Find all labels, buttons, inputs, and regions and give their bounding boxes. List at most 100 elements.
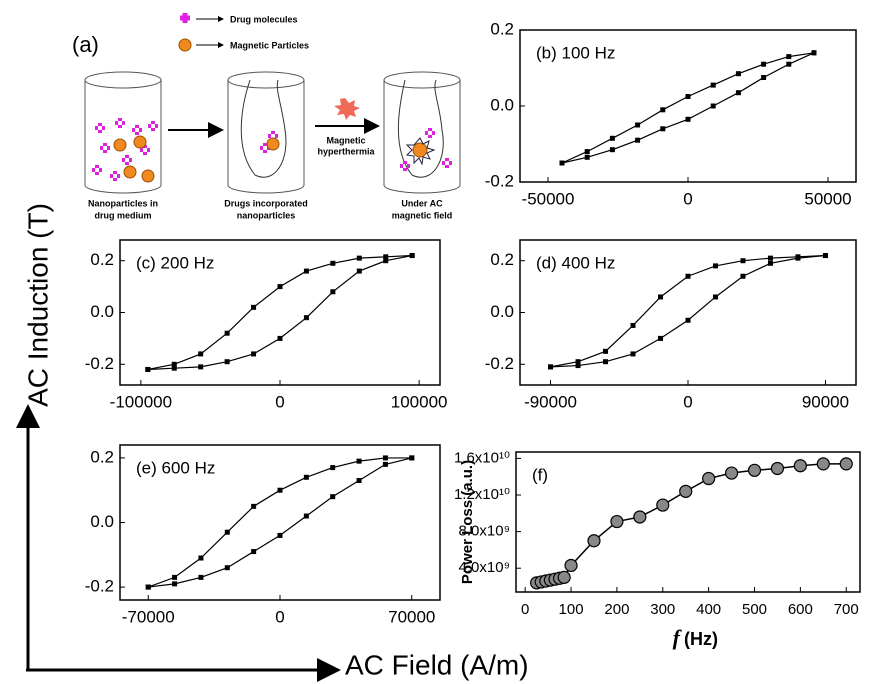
point (251, 503, 257, 509)
point (767, 260, 773, 266)
y-tick-label: 0.2 (90, 250, 114, 269)
point (660, 107, 666, 113)
point (609, 147, 615, 153)
plot-frame (515, 451, 861, 593)
point (786, 61, 792, 67)
x-axis-symbol: f (673, 625, 683, 650)
x-tick-label: 90000 (802, 392, 849, 411)
point (198, 555, 204, 561)
point (251, 549, 257, 555)
point (356, 255, 362, 261)
point (356, 268, 362, 274)
point (145, 584, 151, 590)
x-tick-label: -50000 (522, 189, 575, 208)
y-tick-label: 0.0 (490, 302, 514, 321)
y-tick-label: -0.2 (85, 354, 114, 373)
point (685, 273, 691, 279)
point (198, 574, 204, 580)
x-tick-label: 0 (275, 607, 284, 626)
series-line (536, 463, 847, 584)
point (303, 513, 309, 519)
point (660, 126, 666, 132)
x-axis-title: AC Field (A/m) (345, 649, 529, 680)
point (793, 459, 807, 473)
point (409, 455, 415, 461)
point (383, 258, 389, 264)
point (382, 455, 388, 461)
x-tick-label: 0 (683, 189, 692, 208)
point (795, 255, 801, 261)
point (172, 574, 178, 580)
schematic: (a) Drug molecules Magnetic Particles Ma… (72, 13, 461, 220)
point (767, 255, 773, 261)
point (224, 359, 230, 365)
point (685, 94, 691, 99)
series-line (147, 254, 413, 371)
point (658, 335, 664, 341)
drug-icon (180, 13, 190, 23)
y-tick-label: 0.2 (90, 447, 114, 466)
point (172, 581, 178, 587)
point (198, 351, 204, 357)
point (330, 465, 336, 471)
x-tick-label: 0 (521, 601, 529, 618)
caption: Nanoparticles in (88, 198, 158, 208)
point (712, 294, 718, 300)
legend-text: Magnetic Particles (230, 40, 309, 50)
series-line (147, 254, 413, 371)
x-tick-label: 100000 (391, 392, 448, 411)
panel-annotation: (f) (532, 465, 548, 484)
point (303, 474, 309, 480)
point (251, 351, 257, 357)
point (356, 478, 362, 484)
point (816, 457, 830, 471)
point (633, 510, 647, 524)
y-axis-label: Power Loss (a.u.) (459, 460, 476, 584)
point (761, 75, 767, 80)
x-tick-label: 400 (696, 601, 721, 618)
point (679, 484, 693, 498)
point (277, 487, 283, 493)
caption: Drugs incorporated (224, 198, 308, 208)
magnetic-particles (113, 135, 428, 183)
y-axis-title: AC Induction (T) (22, 203, 53, 407)
point (548, 364, 554, 370)
process-text: Magnetic (326, 135, 365, 145)
y-tick-label: 1.2x10¹⁰ (454, 486, 510, 503)
point (330, 260, 336, 266)
series-line (561, 52, 815, 164)
caption: magnetic field (392, 210, 453, 220)
y-tick-label: 8.0x10⁹ (459, 523, 510, 540)
point (382, 461, 388, 467)
point (635, 137, 641, 143)
point (630, 351, 636, 357)
y-tick-label: 0.0 (90, 512, 114, 531)
point (740, 273, 746, 279)
point (610, 514, 624, 529)
point (383, 254, 389, 260)
panel-annotation: (d) 400 Hz (536, 253, 615, 272)
point (747, 463, 762, 477)
heat-icon (334, 98, 360, 120)
point (557, 570, 571, 584)
point (656, 498, 670, 512)
point (786, 54, 792, 60)
point (330, 494, 336, 500)
point (735, 71, 741, 77)
panel-annotation: (e) 600 Hz (136, 458, 215, 477)
point (356, 458, 362, 464)
x-tick-label: -90000 (524, 392, 577, 411)
point (603, 348, 609, 354)
point (609, 135, 615, 141)
x-tick-label: 200 (604, 601, 629, 618)
y-tick-label: 0.2 (490, 250, 514, 269)
panel-label: (a) (72, 32, 99, 57)
point (584, 154, 590, 160)
series-line (561, 52, 815, 164)
point (303, 315, 309, 321)
x-tick-label: -100000 (110, 392, 172, 411)
containers (84, 71, 461, 194)
caption: Under AC (401, 198, 443, 208)
point (224, 330, 230, 336)
y-tick-label: 4.0x10⁹ (459, 559, 510, 576)
